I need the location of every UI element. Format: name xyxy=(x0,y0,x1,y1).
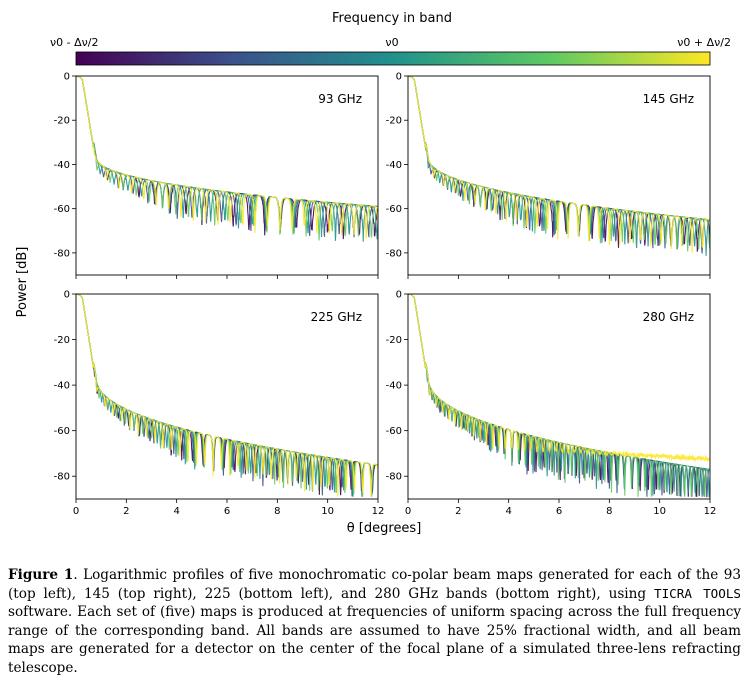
x-tick-label: 10 xyxy=(653,506,666,517)
y-tick-label: -60 xyxy=(386,426,402,437)
y-axis-label: Power [dB] xyxy=(15,247,30,318)
y-tick-label: -40 xyxy=(386,160,402,171)
caption-text-part1: . Logarithmic profiles of five monochrom… xyxy=(8,567,741,602)
panel-3-curves xyxy=(408,294,710,498)
colorbar-tick-label-center: ν0 xyxy=(385,36,398,49)
panel-1-series-3 xyxy=(408,76,710,252)
panel-3-series-3 xyxy=(408,294,710,497)
panel-2-series-4 xyxy=(76,294,378,497)
caption-software-name: TICRA TOOLS xyxy=(654,585,741,601)
x-tick-label: 4 xyxy=(505,506,511,517)
panel-0-curves xyxy=(76,76,378,242)
colorbar-tick-label-min: ν0 - Δν/2 xyxy=(50,36,98,49)
caption-text-part2: software. Each set of (five) maps is pro… xyxy=(8,604,741,676)
panel-2-curves xyxy=(76,294,378,497)
beam-profile-figure: Frequency in band ν0 - Δν/2 ν0 ν0 + Δν/2… xyxy=(15,11,731,536)
x-tick-label: 2 xyxy=(123,506,129,517)
panel-0-series-4 xyxy=(76,76,378,239)
y-tick-label: -40 xyxy=(54,381,70,392)
panel-1-curves xyxy=(408,76,710,256)
colorbar xyxy=(75,51,711,66)
x-tick-label: 6 xyxy=(224,506,230,517)
y-tick-label: -40 xyxy=(386,381,402,392)
x-tick-label: 6 xyxy=(556,506,562,517)
x-tick-label: 2 xyxy=(455,506,461,517)
caption-label: Figure 1 xyxy=(8,567,74,583)
y-tick-label: -20 xyxy=(386,335,402,346)
y-tick-label: 0 xyxy=(396,72,402,83)
y-tick-label: -60 xyxy=(54,426,70,437)
panel-2-frame xyxy=(75,293,379,500)
y-tick-label: 0 xyxy=(64,290,70,301)
panel-title: 145 GHz xyxy=(643,92,694,106)
x-tick-label: 0 xyxy=(73,506,79,517)
y-tick-label: -40 xyxy=(54,160,70,171)
figure-caption: Figure 1. Logarithmic profiles of five m… xyxy=(8,566,741,678)
y-tick-label: -80 xyxy=(386,248,402,259)
y-tick-label: 0 xyxy=(64,72,70,83)
panel-2-series-2 xyxy=(76,294,378,497)
x-tick-label: 12 xyxy=(372,506,385,517)
x-tick-label: 8 xyxy=(274,506,280,517)
y-tick-label: 0 xyxy=(396,290,402,301)
panel-3-series-4 xyxy=(408,294,710,463)
x-tick-label: 12 xyxy=(704,506,717,517)
panel-1-series-4 xyxy=(408,76,710,253)
y-tick-label: -20 xyxy=(54,116,70,127)
y-tick-label: -20 xyxy=(54,335,70,346)
y-tick-label: -80 xyxy=(386,472,402,483)
panels: 0 -20 -40 -60 -80 93 GHz 0 -20 -40 -60 -80 145 GHz 0… xyxy=(54,72,717,518)
y-tick-label: -80 xyxy=(54,472,70,483)
colorbar-tick-label-max: ν0 + Δν/2 xyxy=(677,36,731,49)
y-tick-label: -60 xyxy=(386,204,402,215)
y-tick-label: -60 xyxy=(54,204,70,215)
y-tick-label: -20 xyxy=(386,116,402,127)
panel-title: 225 GHz xyxy=(311,310,362,324)
panel-title: 93 GHz xyxy=(318,92,362,106)
panel-title: 280 GHz xyxy=(643,310,694,324)
x-tick-label: 0 xyxy=(405,506,411,517)
x-axis-label: θ [degrees] xyxy=(347,521,422,536)
colorbar-title: Frequency in band xyxy=(332,11,452,26)
x-tick-label: 4 xyxy=(173,506,179,517)
x-tick-label: 8 xyxy=(606,506,612,517)
y-tick-label: -80 xyxy=(54,248,70,259)
x-tick-label: 10 xyxy=(321,506,334,517)
panel-0-series-3 xyxy=(76,76,378,241)
